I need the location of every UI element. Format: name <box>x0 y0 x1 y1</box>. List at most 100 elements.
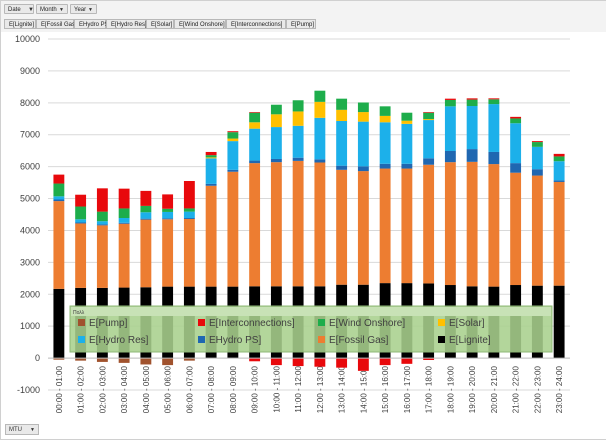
bar-segment-solar <box>401 120 413 124</box>
bar-segment-solar <box>227 138 239 142</box>
bar-segment-hydro_res <box>162 211 174 219</box>
bar-segment-pump <box>162 358 174 366</box>
bar-segment-interconnections <box>488 98 500 100</box>
x-tick-label: 19:00 - 20:00 <box>468 366 477 414</box>
legend-label: EHydro PS] <box>209 335 261 346</box>
legend-title: Πολλ <box>73 310 85 316</box>
legend-swatch-hydro_ps <box>198 336 205 343</box>
value-field-label: E[Interconnections] <box>231 22 283 28</box>
y-tick-label: 5000 <box>20 194 40 204</box>
dropdown-arrow-icon: ▼ <box>88 7 93 13</box>
bar-segment-wind <box>357 102 369 113</box>
x-tick-label: 10:00 - 11:00 <box>272 366 281 413</box>
value-field-hydro-ps[interactable]: EHydro PS] <box>74 19 110 29</box>
bar-segment-interconnections <box>75 194 87 207</box>
bar-segment-lignite <box>53 288 65 359</box>
bar-segment-gas <box>357 171 369 285</box>
bar-segment-hydro_ps <box>227 169 239 172</box>
bar-segment-hydro_ps <box>162 218 174 220</box>
bar-segment-hydro_ps <box>531 169 543 176</box>
bar-segment-hydro_res <box>401 123 413 164</box>
bar-segment-solar <box>314 101 326 118</box>
bar-segment-hydro_res <box>314 117 326 160</box>
bar-segment-hydro_ps <box>357 166 369 172</box>
bar-segment-hydro_res <box>183 211 195 219</box>
legend-label: E[Interconnections] <box>209 318 295 329</box>
bar-segment-hydro_res <box>553 161 565 181</box>
bar-segment-gas <box>488 164 500 287</box>
x-tick-label: 05:00 - 06:00 <box>164 366 173 414</box>
value-field-gas[interactable]: E[Fossil Gas] <box>36 19 77 29</box>
value-field-wind[interactable]: E[Wind Onshore] <box>174 19 226 29</box>
x-tick-label: 16:00 - 17:00 <box>403 366 412 414</box>
legend-label: E[Hydro Res] <box>89 335 149 346</box>
bar-segment-hydro_ps <box>510 163 522 173</box>
value-field-hydro-res[interactable]: E[Hydro Res] <box>106 19 147 29</box>
bar-segment-wind <box>423 112 435 120</box>
bar-segment-interconnections <box>205 151 217 156</box>
bar-segment-interconnections <box>140 190 152 206</box>
bar-segment-pump <box>75 358 87 361</box>
bar-segment-interconnections <box>423 358 435 361</box>
bar-segment-solar <box>379 115 391 123</box>
legend-swatch-lignite <box>438 336 445 343</box>
value-field-solar[interactable]: E[Solar] <box>146 19 174 29</box>
bar-segment-gas <box>140 219 152 288</box>
bar-segment-wind <box>444 99 456 107</box>
x-tick-label: 14:00 - 15:00 <box>359 366 368 414</box>
bar-segment-wind <box>205 155 217 158</box>
bar-segment-interconnections <box>249 358 261 362</box>
bar-segment-wind <box>401 112 413 121</box>
value-field-label: EHydro PS] <box>79 22 111 28</box>
bar-segment-interconnections <box>183 180 195 209</box>
bar-segment-gas <box>314 162 326 287</box>
bar-segment-gas <box>162 219 174 287</box>
legend-label: E[Lignite] <box>449 335 491 346</box>
bar-segment-wind <box>118 208 130 219</box>
legend-header <box>71 307 551 316</box>
bar-segment-wind <box>510 118 522 124</box>
bar-segment-interconnections <box>336 358 348 368</box>
axis-field-mtu[interactable]: MTU ▼ <box>5 424 39 435</box>
bar-segment-interconnections <box>162 194 174 209</box>
value-field-interconnections[interactable]: E[Interconnections] <box>226 19 286 29</box>
bar-segment-wind <box>292 100 304 112</box>
value-field-pump[interactable]: E[Pump] <box>286 19 316 29</box>
bar-segment-gas <box>466 161 478 287</box>
value-field-lignite[interactable]: E[Lignite] <box>4 19 36 29</box>
x-tick-label: 13:00 - 14:00 <box>338 366 347 414</box>
filter-year[interactable]: Year ▼ <box>70 4 97 14</box>
bar-segment-hydro_ps <box>96 224 108 226</box>
x-tick-label: 18:00 - 19:00 <box>446 366 455 414</box>
bar-segment-wind <box>314 90 326 102</box>
bar-segment-hydro_ps <box>553 180 565 182</box>
bar-segment-hydro_res <box>488 104 500 152</box>
dropdown-arrow-icon: ▼ <box>30 427 35 433</box>
x-tick-label: 02:00 - 03:00 <box>98 366 107 414</box>
bar-segment-gas <box>249 163 261 287</box>
filter-date[interactable]: Date ▼ <box>4 4 34 14</box>
bar-segment-interconnections <box>357 358 369 371</box>
bar-segment-wind <box>53 183 65 197</box>
filter-funnel-icon: ▼ <box>28 7 34 13</box>
bar-segment-gas <box>96 225 108 288</box>
bar-segment-hydro_ps <box>444 151 456 163</box>
x-tick-label: 11:00 - 12:00 <box>294 366 303 413</box>
bar-segment-pump <box>183 358 195 361</box>
x-tick-label: 07:00 - 08:00 <box>207 366 216 414</box>
bar-segment-interconnections <box>510 116 522 119</box>
y-tick-label: 7000 <box>20 130 40 140</box>
value-field-label: E[Hydro Res] <box>111 22 147 28</box>
bar-segment-interconnections <box>53 174 65 184</box>
bar-segment-hydro_res <box>292 125 304 158</box>
filter-month[interactable]: Month ▼ <box>36 4 68 14</box>
bar-segment-hydro_res <box>53 196 65 200</box>
x-tick-label: 15:00 - 16:00 <box>381 366 390 414</box>
bar-segment-hydro_res <box>444 106 456 152</box>
bar-segment-interconnections <box>249 112 261 113</box>
bar-segment-hydro_ps <box>183 218 195 219</box>
bar-segment-gas <box>423 164 435 284</box>
bar-segment-interconnections <box>379 358 391 366</box>
bar-segment-wind <box>466 99 478 107</box>
